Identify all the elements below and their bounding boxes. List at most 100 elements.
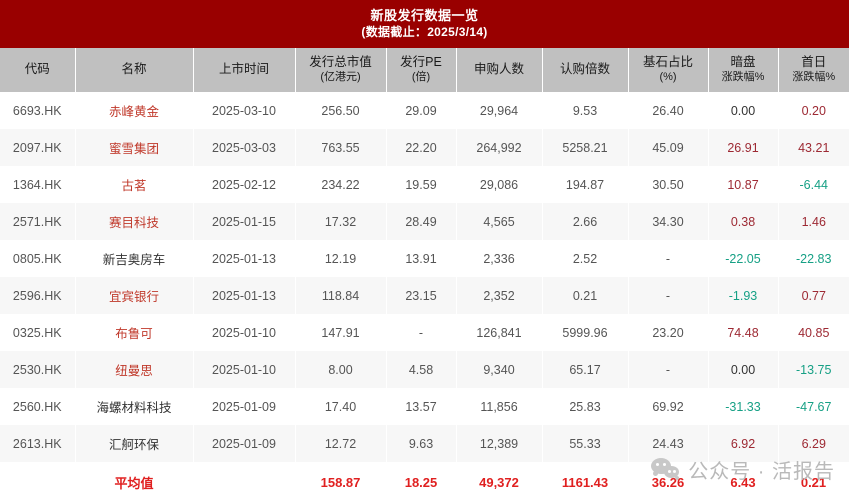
row-cell-code: 2560.HK <box>0 388 76 425</box>
row-cell-subscription: 5999.96 <box>542 314 629 351</box>
row-cell-first-day: 1.46 <box>778 203 849 240</box>
row-cell-applicants: 2,336 <box>456 240 543 277</box>
table-row: 2097.HK 蜜雪集团 2025-03-03 763.55 22.20 264,992 5… <box>0 129 849 166</box>
col-header-cornerstone-line1: 基石占比 <box>642 55 693 70</box>
row-cell-grey-market: 74.48 <box>708 314 779 351</box>
row-cell-name: 宜宾银行 <box>75 277 194 314</box>
row-cell-subscription: 25.83 <box>542 388 629 425</box>
row-cell-subscription: 9.53 <box>542 92 629 129</box>
col-header-cornerstone-line2: (%) <box>659 70 677 83</box>
avg-cell-first-day: 0.21 <box>778 462 849 498</box>
avg-cell-cornerstone: 36.26 <box>628 462 708 498</box>
row-cell-pe: 9.63 <box>386 425 457 462</box>
row-cell-market-cap: 118.84 <box>295 277 387 314</box>
table-average-row: 平均值 158.87 18.25 49,372 1161.43 36.26 6.43 0.21 <box>0 462 849 498</box>
row-cell-market-cap: 763.55 <box>295 129 387 166</box>
row-cell-pe: 13.57 <box>386 388 457 425</box>
table-row: 0325.HK 布鲁可 2025-01-10 147.91-126,841 5999.9… <box>0 314 849 351</box>
col-header-first-day-line1: 首日 <box>801 55 827 70</box>
col-header-name: 名称 <box>75 48 194 92</box>
row-cell-pe: 28.49 <box>386 203 457 240</box>
table-row: 1364.HK 古茗 2025-02-12 234.22 19.59 29,086 194.… <box>0 166 849 203</box>
col-header-code-line1: 代码 <box>24 62 50 77</box>
row-cell-cornerstone: 69.92 <box>628 388 709 425</box>
row-cell-code: 6693.HK <box>0 92 76 129</box>
row-cell-applicants: 126,841 <box>456 314 543 351</box>
row-cell-market-cap: 12.72 <box>295 425 387 462</box>
row-cell-listing-date: 2025-03-10 <box>193 92 296 129</box>
col-header-pe-line2: (倍) <box>411 70 431 83</box>
row-cell-listing-date: 2025-02-12 <box>193 166 296 203</box>
page-subtitle: (数据截止：2025/3/14) <box>361 24 488 39</box>
row-cell-market-cap: 12.19 <box>295 240 387 277</box>
col-header-market-cap-line2: (亿港元) <box>320 70 361 83</box>
row-cell-pe: - <box>386 314 457 351</box>
row-cell-pe: 22.20 <box>386 129 457 166</box>
row-cell-grey-market: -22.05 <box>708 240 779 277</box>
col-header-applicants-line1: 申购人数 <box>473 62 524 77</box>
avg-cell-grey-market: 6.43 <box>708 462 778 498</box>
table-header-row: 代码 名称 上市时间 发行总市值 (亿港元) 发行PE (倍) 申购人数 <box>0 48 849 92</box>
row-cell-name: 新吉奥房车 <box>75 240 194 277</box>
row-cell-cornerstone: 45.09 <box>628 129 709 166</box>
row-cell-applicants: 11,856 <box>456 388 543 425</box>
row-cell-code: 1364.HK <box>0 166 76 203</box>
col-header-grey-market-line2: 涨跌幅% <box>721 70 765 83</box>
row-cell-applicants: 4,565 <box>456 203 543 240</box>
col-header-cornerstone: 基石占比 (%) <box>628 48 709 92</box>
row-cell-code: 0325.HK <box>0 314 76 351</box>
col-header-market-cap: 发行总市值 (亿港元) <box>295 48 387 92</box>
page-title: 新股发行数据一览 <box>370 7 479 23</box>
table-row: 2530.HK 纽曼思 2025-01-10 8.00 4.58 9,340 65.17-0… <box>0 351 849 388</box>
row-cell-code: 2571.HK <box>0 203 76 240</box>
row-cell-subscription: 2.52 <box>542 240 629 277</box>
row-cell-grey-market: -1.93 <box>708 277 779 314</box>
row-cell-cornerstone: - <box>628 351 709 388</box>
row-cell-applicants: 29,086 <box>456 166 543 203</box>
row-cell-first-day: -13.75 <box>778 351 849 388</box>
ipo-data-table: 代码 名称 上市时间 发行总市值 (亿港元) 发行PE (倍) 申购人数 <box>0 48 849 498</box>
row-cell-cornerstone: 26.40 <box>628 92 709 129</box>
row-cell-pe: 23.15 <box>386 277 457 314</box>
row-cell-listing-date: 2025-01-09 <box>193 388 296 425</box>
row-cell-name: 蜜雪集团 <box>75 129 194 166</box>
col-header-name-line1: 名称 <box>121 62 147 77</box>
table-row: 2613.HK 汇舸环保 2025-01-09 12.72 9.63 12,389 55.3… <box>0 425 849 462</box>
row-cell-pe: 13.91 <box>386 240 457 277</box>
row-cell-first-day: 43.21 <box>778 129 849 166</box>
row-cell-code: 2596.HK <box>0 277 76 314</box>
col-header-market-cap-line1: 发行总市值 <box>309 55 372 70</box>
col-header-subscription-line1: 认购倍数 <box>559 62 610 77</box>
row-cell-cornerstone: 34.30 <box>628 203 709 240</box>
row-cell-cornerstone: 30.50 <box>628 166 709 203</box>
table-row: 0805.HK 新吉奥房车 2025-01-13 12.19 13.91 2,336 2.5… <box>0 240 849 277</box>
row-cell-code: 0805.HK <box>0 240 76 277</box>
col-header-listing-date: 上市时间 <box>193 48 296 92</box>
col-header-code: 代码 <box>0 48 76 92</box>
col-header-grey-market-line1: 暗盘 <box>730 55 756 70</box>
row-cell-applicants: 29,964 <box>456 92 543 129</box>
row-cell-listing-date: 2025-01-09 <box>193 425 296 462</box>
row-cell-name: 纽曼思 <box>75 351 194 388</box>
row-cell-subscription: 194.87 <box>542 166 629 203</box>
row-cell-grey-market: 6.92 <box>708 425 779 462</box>
row-cell-subscription: 65.17 <box>542 351 629 388</box>
row-cell-pe: 19.59 <box>386 166 457 203</box>
col-header-grey-market: 暗盘 涨跌幅% <box>708 48 779 92</box>
row-cell-first-day: 6.29 <box>778 425 849 462</box>
row-cell-name: 赛目科技 <box>75 203 194 240</box>
avg-cell-subscription: 1161.43 <box>542 462 628 498</box>
avg-cell-pe: 18.25 <box>386 462 456 498</box>
table-row: 6693.HK 赤峰黄金 2025-03-10 256.50 29.09 29,964 9.… <box>0 92 849 129</box>
row-cell-cornerstone: - <box>628 277 709 314</box>
col-header-applicants: 申购人数 <box>456 48 543 92</box>
table-row: 2560.HK 海螺材料科技 2025-01-09 17.40 13.57 11,856 2… <box>0 388 849 425</box>
row-cell-code: 2530.HK <box>0 351 76 388</box>
row-cell-first-day: -6.44 <box>778 166 849 203</box>
row-cell-market-cap: 8.00 <box>295 351 387 388</box>
row-cell-subscription: 55.33 <box>542 425 629 462</box>
row-cell-name: 汇舸环保 <box>75 425 194 462</box>
row-cell-applicants: 264,992 <box>456 129 543 166</box>
row-cell-listing-date: 2025-01-10 <box>193 351 296 388</box>
avg-cell-code <box>0 462 75 498</box>
